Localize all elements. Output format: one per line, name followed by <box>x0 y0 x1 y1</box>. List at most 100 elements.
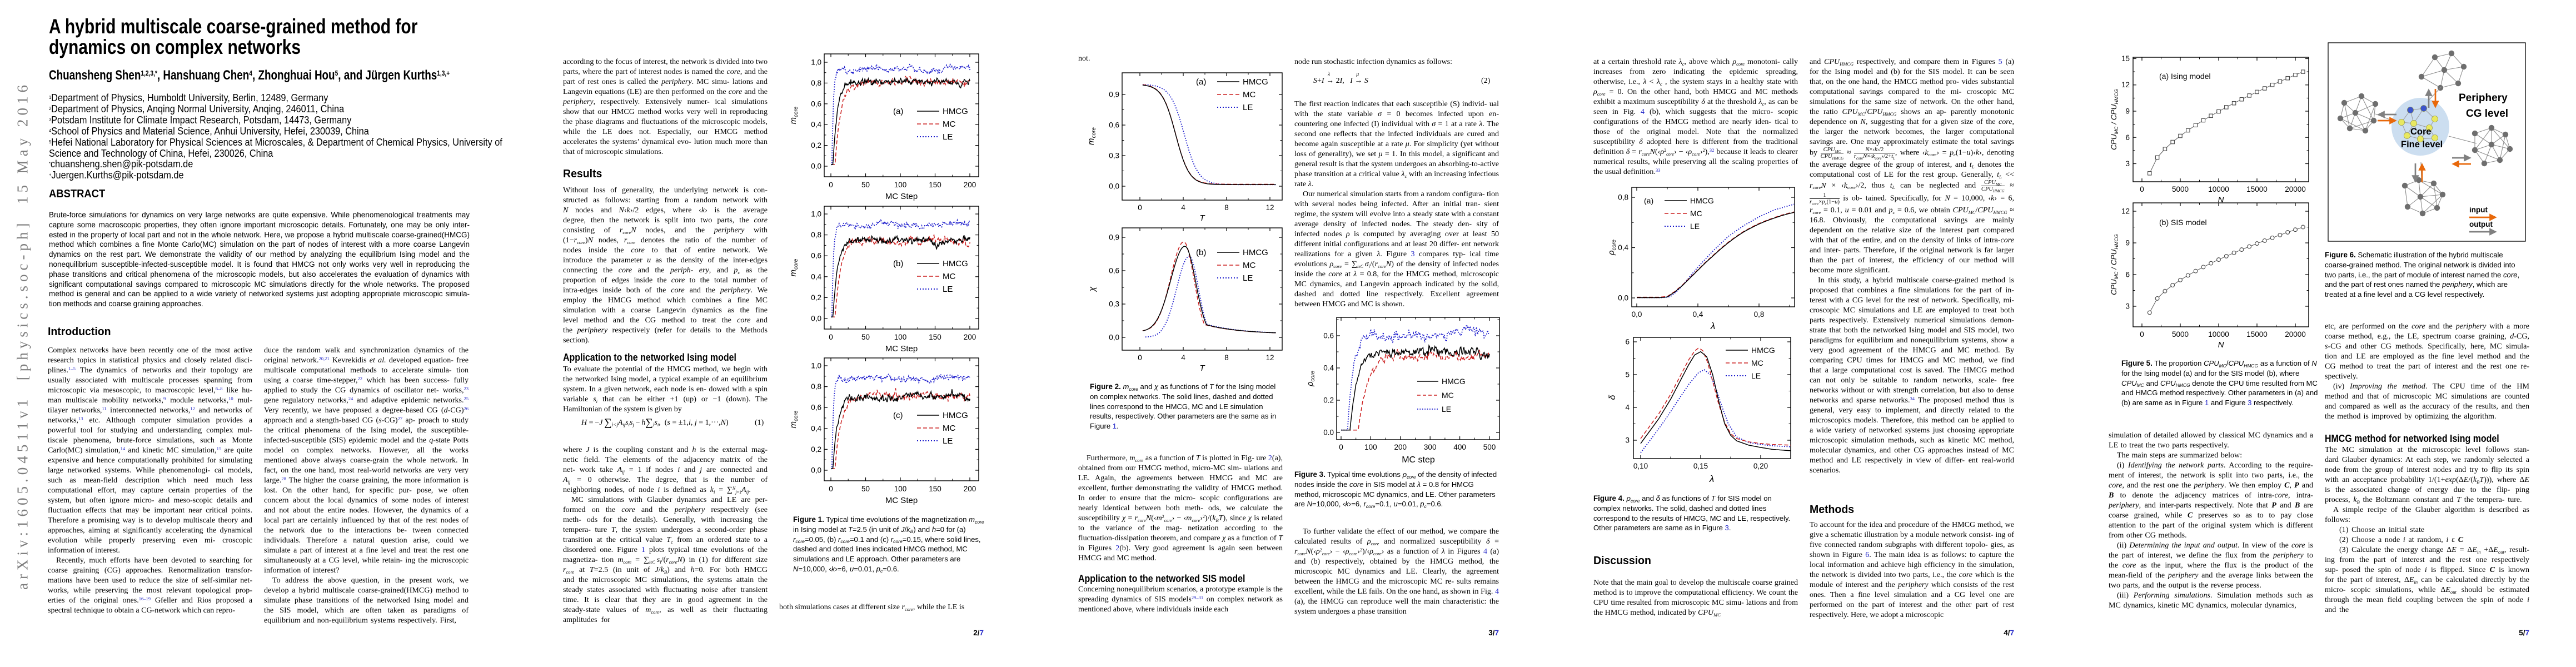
svg-text:0,6: 0,6 <box>1109 121 1119 130</box>
svg-text:ρcore: ρcore <box>1306 371 1316 387</box>
svg-text:0.0: 0.0 <box>1323 429 1334 437</box>
svg-text:0,3: 0,3 <box>1109 300 1119 308</box>
svg-text:LE: LE <box>943 436 953 446</box>
svg-text:(a): (a) <box>1644 196 1653 205</box>
svg-text:0,8: 0,8 <box>1618 193 1628 202</box>
svg-text:N: N <box>2218 340 2224 350</box>
svg-text:0.2: 0.2 <box>1323 396 1334 405</box>
svg-text:0,9: 0,9 <box>1109 91 1119 99</box>
svg-text:0,4: 0,4 <box>1618 243 1628 252</box>
svg-text:(a): (a) <box>1196 77 1206 87</box>
svg-text:0,2: 0,2 <box>811 445 821 454</box>
svg-text:(a) Ising model: (a) Ising model <box>2159 72 2211 81</box>
svg-text:(b): (b) <box>893 259 903 268</box>
svg-text:0,4: 0,4 <box>811 424 821 432</box>
svg-text:input: input <box>2469 206 2488 214</box>
svg-text:Fine level: Fine level <box>2401 140 2443 150</box>
svg-text:MC: MC <box>943 424 955 433</box>
svg-text:HMCG: HMCG <box>1442 377 1466 386</box>
svg-text:output: output <box>2469 220 2493 228</box>
svg-text:3: 3 <box>2125 160 2130 168</box>
svg-text:(b) SIS model: (b) SIS model <box>2159 218 2207 227</box>
svg-text:50: 50 <box>861 333 870 341</box>
svg-text:MC: MC <box>1243 90 1255 99</box>
svg-text:HMCG: HMCG <box>1690 196 1714 205</box>
svg-text:HMCG: HMCG <box>943 259 968 268</box>
svg-text:0,0: 0,0 <box>811 315 821 323</box>
svg-text:LE: LE <box>1442 405 1451 414</box>
svg-text:0,8: 0,8 <box>811 382 821 391</box>
svg-text:MC step: MC step <box>1402 455 1435 465</box>
svg-text:50: 50 <box>861 181 870 189</box>
svg-text:(a): (a) <box>893 107 903 116</box>
svg-text:0,6: 0,6 <box>811 404 821 412</box>
svg-text:12: 12 <box>1265 203 1274 212</box>
svg-text:MC: MC <box>1243 261 1255 270</box>
svg-text:15000: 15000 <box>2246 330 2268 339</box>
svg-text:0,0: 0,0 <box>1109 334 1119 342</box>
svg-text:MC Step: MC Step <box>885 496 918 505</box>
svg-text:Periphery: Periphery <box>2459 92 2508 104</box>
svg-text:1,0: 1,0 <box>811 210 821 218</box>
svg-text:LE: LE <box>1751 371 1761 380</box>
svg-text:0.4: 0.4 <box>1323 364 1334 372</box>
svg-text:HMCG: HMCG <box>943 411 968 420</box>
svg-text:χ: χ <box>1088 286 1097 292</box>
svg-text:mcore: mcore <box>789 106 799 124</box>
svg-text:0,4: 0,4 <box>811 272 821 281</box>
svg-text:CPUMC / CPUHMCG: CPUMC / CPUHMCG <box>2110 89 2119 150</box>
svg-text:0,8: 0,8 <box>811 79 821 87</box>
svg-text:HMCG: HMCG <box>943 107 968 116</box>
svg-text:12: 12 <box>2121 207 2130 216</box>
svg-text:4: 4 <box>1181 203 1185 212</box>
svg-text:LE: LE <box>1690 222 1700 231</box>
svg-text:400: 400 <box>1453 443 1466 451</box>
svg-text:0: 0 <box>2140 185 2144 193</box>
svg-text:mcore: mcore <box>789 258 799 276</box>
svg-text:100: 100 <box>894 485 907 493</box>
svg-text:0: 0 <box>829 485 833 493</box>
svg-text:200: 200 <box>964 485 976 493</box>
svg-text:ρcore: ρcore <box>1607 240 1617 256</box>
svg-text:1,0: 1,0 <box>811 58 821 67</box>
svg-text:mcore: mcore <box>1087 127 1097 145</box>
svg-text:100: 100 <box>894 333 907 341</box>
svg-text:5000: 5000 <box>2172 330 2189 339</box>
svg-text:150: 150 <box>929 485 941 493</box>
svg-text:300: 300 <box>1424 443 1437 451</box>
svg-text:150: 150 <box>929 333 941 341</box>
svg-text:N: N <box>2218 195 2224 205</box>
svg-text:5: 5 <box>1625 371 1630 379</box>
svg-text:20000: 20000 <box>2285 185 2306 193</box>
svg-text:LE: LE <box>1243 103 1253 112</box>
svg-text:LE: LE <box>943 285 953 294</box>
svg-text:150: 150 <box>929 181 941 189</box>
svg-text:10000: 10000 <box>2208 330 2229 339</box>
svg-text:mcore: mcore <box>789 410 799 428</box>
svg-text:0,0: 0,0 <box>811 162 821 171</box>
svg-text:LE: LE <box>1243 273 1253 283</box>
svg-text:20000: 20000 <box>2285 330 2306 339</box>
svg-text:3: 3 <box>1625 436 1630 445</box>
svg-text:MC: MC <box>1751 359 1763 367</box>
svg-text:0,2: 0,2 <box>811 293 821 302</box>
svg-text:4: 4 <box>1181 354 1185 362</box>
svg-text:0: 0 <box>829 333 833 341</box>
svg-text:T: T <box>1199 213 1205 223</box>
svg-text:0,6: 0,6 <box>811 99 821 108</box>
svg-text:CPUMC / CPUHMCG: CPUMC / CPUHMCG <box>2110 234 2119 295</box>
svg-text:0,6: 0,6 <box>1109 267 1119 275</box>
svg-text:5000: 5000 <box>2172 185 2189 193</box>
svg-text:100: 100 <box>894 181 907 189</box>
svg-text:50: 50 <box>861 485 870 493</box>
svg-text:500: 500 <box>1483 443 1496 451</box>
svg-text:9: 9 <box>2125 107 2130 116</box>
svg-text:(b): (b) <box>1196 248 1206 257</box>
svg-text:HMCG: HMCG <box>1243 77 1268 87</box>
svg-text:0,0: 0,0 <box>1632 310 1642 318</box>
svg-text:6: 6 <box>2125 133 2130 142</box>
svg-text:0,0: 0,0 <box>811 466 821 475</box>
svg-text:0,0: 0,0 <box>1109 182 1119 191</box>
svg-text:MC: MC <box>1442 391 1454 400</box>
svg-text:8: 8 <box>1224 203 1229 212</box>
